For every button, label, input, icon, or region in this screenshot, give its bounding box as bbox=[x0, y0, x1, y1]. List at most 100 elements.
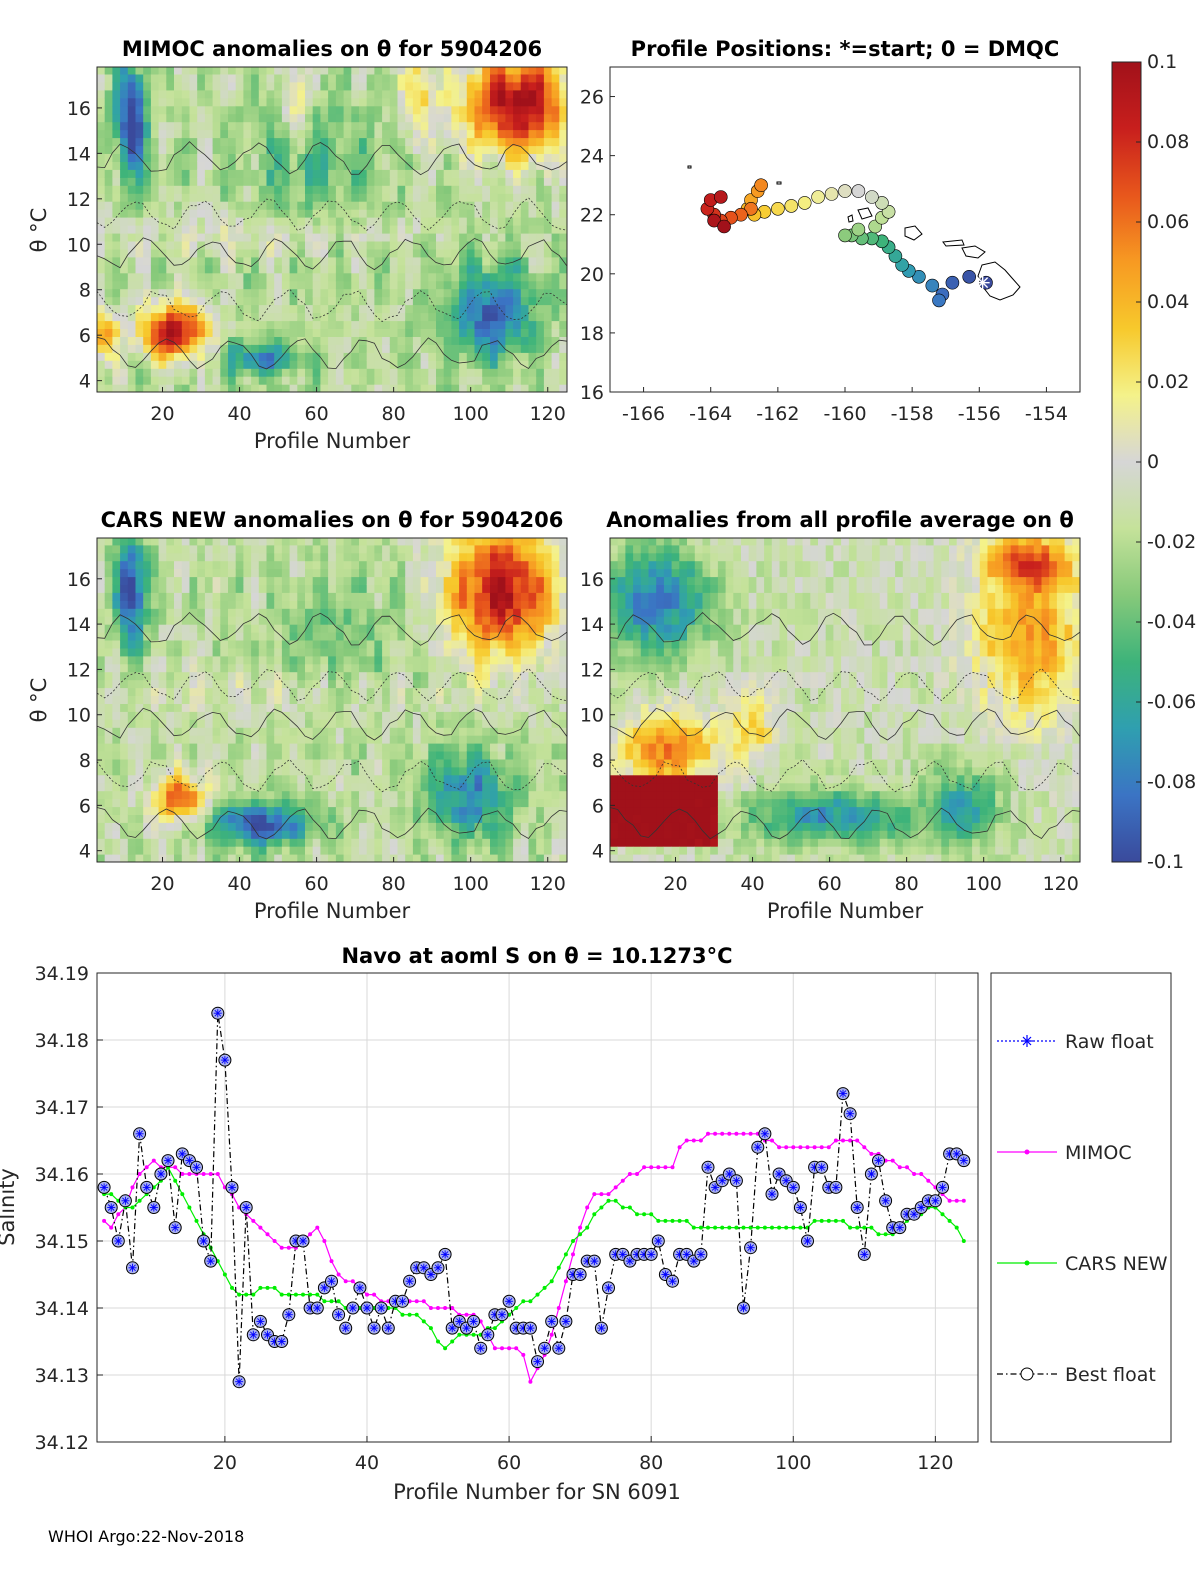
heatmap-cell bbox=[158, 766, 167, 776]
heatmap-cell bbox=[289, 368, 298, 377]
heatmap-cell bbox=[120, 352, 129, 361]
heatmap-cell bbox=[181, 695, 191, 704]
heatmap-cell bbox=[204, 177, 214, 186]
heatmap-cell bbox=[197, 328, 206, 337]
heatmap-cell bbox=[305, 320, 314, 329]
heatmap-cell bbox=[328, 67, 337, 75]
heatmap-cell bbox=[166, 544, 175, 554]
heatmap-cell bbox=[335, 790, 345, 800]
heatmap-cell bbox=[127, 185, 137, 194]
heatmap-cell bbox=[497, 256, 506, 266]
heatmap-cell bbox=[197, 336, 206, 345]
heatmap-cell bbox=[397, 113, 406, 123]
heatmap-cell bbox=[343, 822, 352, 831]
heatmap-cell bbox=[158, 600, 167, 609]
heatmap-cell bbox=[166, 766, 175, 776]
heatmap-cell bbox=[482, 774, 491, 784]
heatmap-cell bbox=[181, 790, 191, 800]
heatmap-cell bbox=[312, 368, 321, 377]
heatmap-cell bbox=[466, 782, 476, 792]
heatmap-cell bbox=[459, 671, 468, 681]
heatmap-cell bbox=[513, 193, 522, 202]
heatmap-cell bbox=[459, 73, 468, 83]
heatmap-cell bbox=[166, 201, 175, 210]
heatmap-cell bbox=[374, 727, 383, 736]
heatmap-cell bbox=[243, 592, 252, 601]
heatmap-cell bbox=[235, 81, 244, 91]
heatmap-cell bbox=[251, 552, 260, 562]
heatmap-cell bbox=[389, 663, 399, 673]
heatmap-cell bbox=[174, 272, 183, 282]
heatmap-cell bbox=[320, 751, 329, 760]
heatmap-cell bbox=[120, 145, 129, 154]
heatmap-cell bbox=[443, 711, 452, 720]
heatmap-cell bbox=[459, 193, 468, 202]
heatmap-cell bbox=[474, 632, 483, 641]
heatmap-cell bbox=[320, 830, 329, 839]
heatmap-cell bbox=[482, 232, 491, 242]
heatmap-cell bbox=[181, 679, 191, 689]
heatmap-cell bbox=[189, 137, 198, 147]
heatmap-cell bbox=[428, 671, 437, 681]
heatmap-cell bbox=[228, 544, 237, 554]
y-tick-label: 6 bbox=[79, 325, 91, 347]
heatmap-cell bbox=[220, 320, 229, 329]
heatmap-cell bbox=[513, 336, 522, 345]
heatmap-cell bbox=[328, 663, 337, 673]
heatmap-cell bbox=[536, 177, 545, 186]
heatmap-cell bbox=[543, 312, 553, 322]
heatmap-cell bbox=[212, 766, 221, 776]
heatmap-cell bbox=[104, 209, 113, 218]
heatmap-cell bbox=[297, 248, 306, 258]
heatmap-cell bbox=[258, 552, 268, 562]
heatmap-cell bbox=[459, 624, 468, 633]
heatmap-cell bbox=[536, 368, 545, 377]
heatmap-cell bbox=[289, 272, 298, 282]
heatmap-cell bbox=[97, 264, 106, 274]
heatmap-cell bbox=[97, 719, 106, 728]
heatmap-cell bbox=[305, 360, 314, 369]
heatmap-cell bbox=[135, 209, 144, 218]
heatmap-cell bbox=[397, 344, 406, 353]
heatmap-cell bbox=[351, 592, 360, 601]
heatmap-cell bbox=[520, 687, 530, 696]
heatmap-cell bbox=[120, 137, 129, 147]
heatmap-cell bbox=[220, 177, 229, 186]
heatmap-cell bbox=[436, 272, 445, 282]
heatmap-cell bbox=[143, 679, 152, 689]
heatmap-cell bbox=[505, 854, 514, 862]
heatmap-cell bbox=[120, 608, 129, 617]
heatmap-cell bbox=[343, 352, 352, 361]
heatmap-cell bbox=[490, 616, 499, 625]
heatmap-cell bbox=[520, 272, 530, 282]
heatmap-cell bbox=[204, 711, 214, 720]
heatmap-cell bbox=[204, 137, 214, 147]
heatmap-cell bbox=[305, 169, 314, 178]
heatmap-cell bbox=[366, 608, 375, 617]
heatmap-cell bbox=[312, 232, 321, 242]
heatmap-cell bbox=[412, 632, 422, 641]
heatmap-cell bbox=[559, 288, 567, 298]
heatmap-cell bbox=[274, 336, 283, 345]
heatmap-cell bbox=[228, 137, 237, 147]
heatmap-cell bbox=[174, 584, 183, 593]
heatmap-cell bbox=[513, 655, 522, 665]
heatmap-cell bbox=[235, 360, 244, 369]
heatmap-cell bbox=[181, 384, 191, 392]
heatmap-cell bbox=[497, 217, 506, 226]
heatmap-cell bbox=[143, 576, 152, 585]
heatmap-cell bbox=[104, 584, 113, 593]
heatmap-cell bbox=[405, 663, 414, 673]
heatmap-cell bbox=[281, 655, 291, 665]
heatmap-cell bbox=[228, 576, 237, 585]
heatmap-cell bbox=[166, 129, 175, 139]
heatmap-cell bbox=[150, 153, 160, 162]
heatmap-cell bbox=[143, 846, 152, 855]
heatmap-cell bbox=[459, 647, 468, 657]
heatmap-cell bbox=[505, 711, 514, 720]
heatmap-cell bbox=[235, 225, 244, 234]
heatmap-cell bbox=[328, 560, 337, 570]
heatmap-cell bbox=[320, 312, 329, 322]
heatmap-cell bbox=[397, 145, 406, 154]
heatmap-cell bbox=[343, 766, 352, 776]
